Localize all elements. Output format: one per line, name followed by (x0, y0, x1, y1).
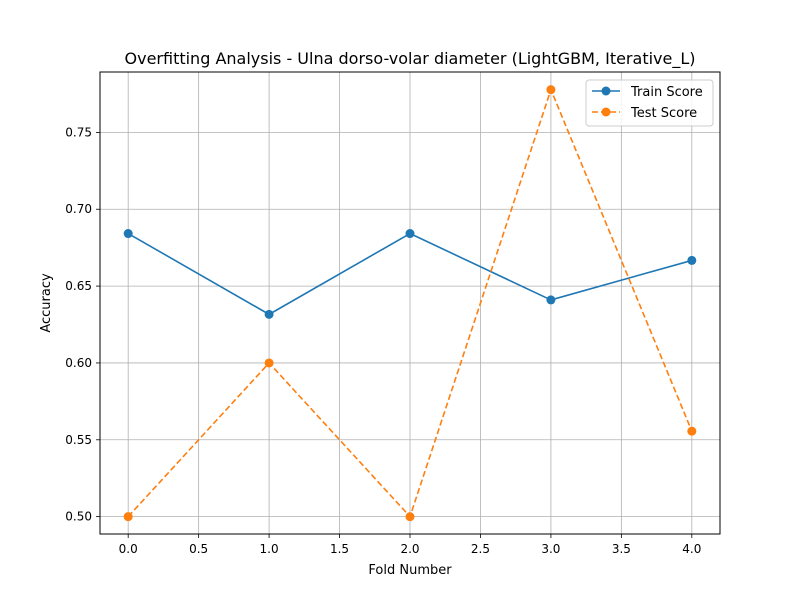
x-tick-label: 3.0 (541, 542, 560, 556)
train-score-point (405, 229, 415, 239)
train-score-legend-label: Train Score (630, 85, 703, 100)
train-score-point (546, 295, 556, 305)
y-tick-label: 0.60 (65, 356, 92, 370)
legend: Train Score Test Score (585, 79, 714, 127)
x-tick-label: 3.5 (612, 542, 631, 556)
y-tick-label: 0.75 (65, 125, 92, 139)
train-score-legend-marker (601, 86, 611, 96)
y-tick-label: 0.70 (65, 202, 92, 216)
test-score-point (123, 512, 133, 522)
x-tick-label: 0.0 (119, 542, 138, 556)
y-axis-label: Accuracy (39, 273, 54, 333)
x-tick-label: 4.0 (682, 542, 701, 556)
x-tick-label: 2.0 (400, 542, 419, 556)
test-score-point (405, 512, 415, 522)
x-axis-label: Fold Number (368, 563, 452, 578)
x-tick-label: 2.5 (471, 542, 490, 556)
axis-ticks: 0.0 0.5 1.0 1.5 2.0 2.5 3.0 3.5 4.0 0.50 0.55 0.60 0… (65, 125, 701, 556)
test-score-point (687, 426, 697, 436)
chart-title: Overfitting Analysis - Ulna dorso-volar … (125, 49, 696, 69)
y-tick-label: 0.50 (65, 510, 92, 524)
x-tick-label: 0.5 (189, 542, 208, 556)
series-layer (123, 85, 697, 522)
x-tick-label: 1.5 (330, 542, 349, 556)
x-tick-label: 1.0 (260, 542, 279, 556)
test-score-legend-marker (601, 107, 611, 117)
test-score-point (546, 85, 556, 95)
y-tick-label: 0.55 (65, 433, 92, 447)
test-score-point (264, 358, 274, 368)
train-score-point (264, 309, 274, 319)
y-tick-label: 0.65 (65, 279, 92, 293)
test-score-legend-label: Test Score (630, 106, 697, 121)
train-score-point (687, 255, 697, 265)
train-score-point (123, 229, 133, 239)
